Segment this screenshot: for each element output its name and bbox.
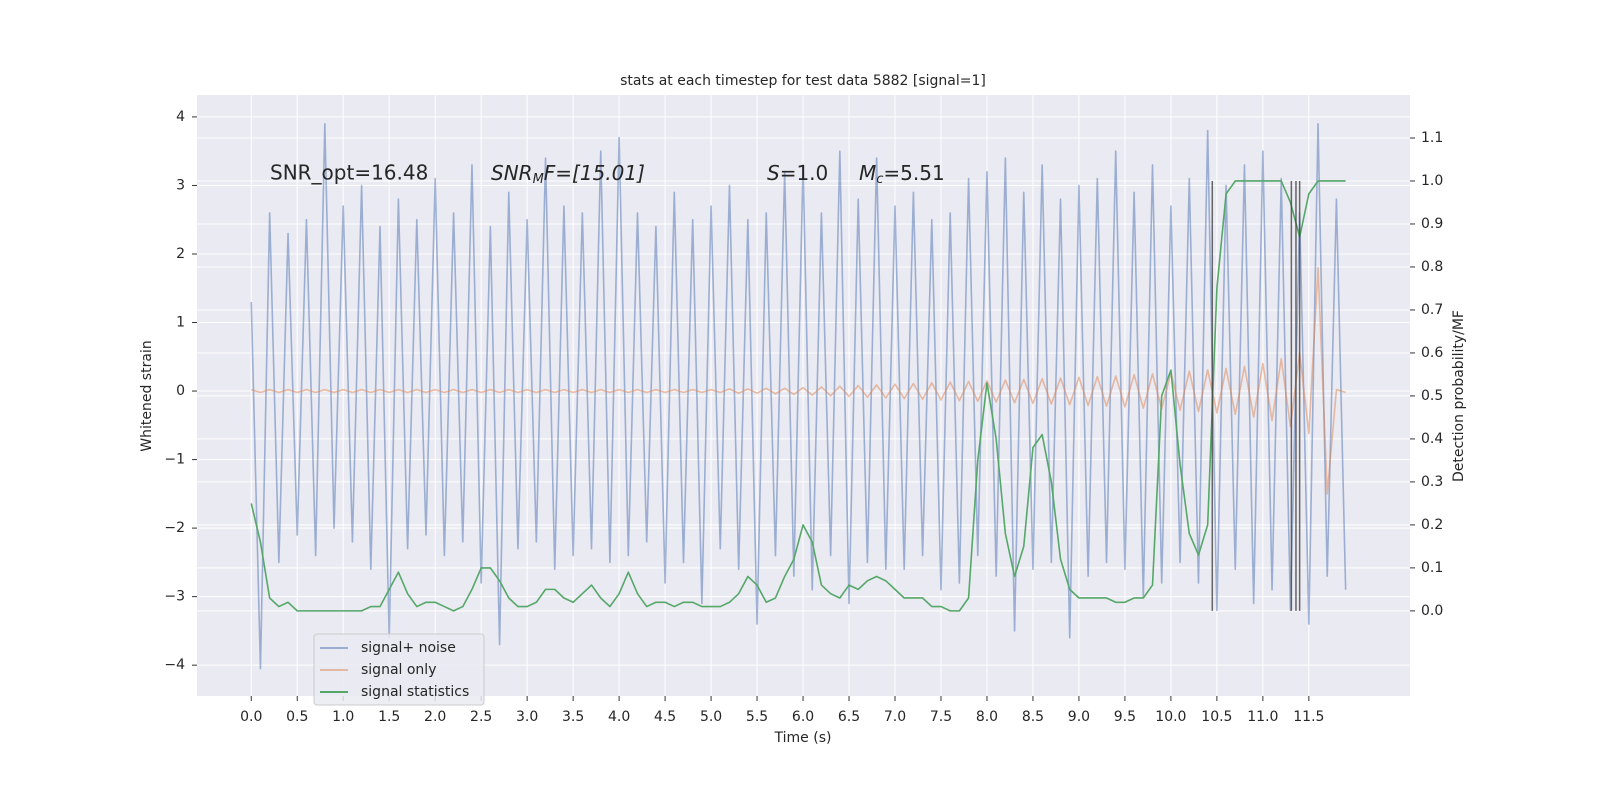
x-tick-label: 5.5 (746, 709, 768, 725)
y-axis-label: Whitened strain (139, 340, 155, 451)
y2-tick-label: 0.6 (1421, 345, 1443, 361)
y-tick-label: 0 (176, 383, 185, 399)
x-tick-label: 3.0 (516, 709, 538, 725)
y-tick-label: 3 (176, 177, 185, 193)
x-tick-label: 7.5 (930, 709, 952, 725)
annotation: Mc=5.51 (859, 161, 945, 187)
x-tick-label: 1.5 (378, 709, 400, 725)
legend: signal+ noise signal only signal statistic… (313, 633, 485, 706)
x-tick-label: 8.5 (1022, 709, 1044, 725)
annotation-part: S (767, 161, 780, 185)
annotation-part: F=[15.01] (544, 161, 645, 185)
y2-tick-label: 0.7 (1421, 302, 1443, 318)
legend-label: signal statistics (361, 684, 469, 700)
x-axis-label: Time (s) (774, 730, 832, 746)
y-tick-label: 4 (176, 109, 185, 125)
y2-tick-label: 0.2 (1421, 517, 1443, 533)
y2-axis-label: Detection probability/MF (1451, 310, 1467, 482)
y-tick-label: 2 (176, 246, 185, 262)
y-tick-label: −2 (164, 520, 185, 536)
y2-tick-label: 0.0 (1421, 603, 1443, 619)
x-tick-label: 6.5 (838, 709, 860, 725)
x-tick-label: 2.5 (470, 709, 492, 725)
y2-tick-label: 0.1 (1421, 560, 1443, 576)
axes: 0.0 0.5 1.0 1.5 2.0 2.5 3.0 3.5 4.0 4.5 5.0 5.5 6.0 6… (164, 109, 1443, 725)
x-tick-label: 4.5 (654, 709, 676, 725)
x-tick-label: 11.0 (1247, 709, 1278, 725)
annotation-part: c (876, 172, 883, 187)
y2-tick-label: 0.3 (1421, 474, 1443, 490)
annotation-part: SNR (491, 161, 533, 185)
y2-tick-label: 1.1 (1421, 130, 1443, 146)
annotation: SNRMF=[15.01] (491, 161, 645, 187)
x-tick-label: 0.0 (240, 709, 262, 725)
annotation: SNR_opt=16.48 (270, 161, 428, 185)
plot-marks (250, 122, 1347, 670)
y-tick-label: 1 (176, 315, 185, 331)
annotation: S=1.0 (767, 161, 828, 185)
annotation-part: =1.0 (780, 161, 829, 185)
y-tick-label: −4 (164, 657, 185, 673)
y-tick-label: −3 (164, 589, 185, 605)
x-tick-label: 10.5 (1201, 709, 1232, 725)
y2-tick-label: 1.0 (1421, 173, 1443, 189)
y-tick-label: −1 (164, 452, 185, 468)
annotation-part: M (859, 161, 876, 185)
x-tick-label: 10.0 (1155, 709, 1186, 725)
x-tick-label: 5.0 (700, 709, 722, 725)
y2-tick-label: 0.5 (1421, 388, 1443, 404)
series-line (250, 180, 1346, 612)
x-tick-label: 4.0 (608, 709, 630, 725)
legend-box (313, 633, 485, 706)
x-tick-label: 0.5 (286, 709, 308, 725)
x-tick-label: 8.0 (976, 709, 998, 725)
legend-label: signal only (361, 662, 436, 678)
annotation-part: M (533, 172, 544, 187)
x-tick-label: 6.0 (792, 709, 814, 725)
x-tick-label: 9.0 (1068, 709, 1090, 725)
series-line (250, 122, 1347, 670)
y2-tick-label: 0.4 (1421, 431, 1443, 447)
x-tick-label: 7.0 (884, 709, 906, 725)
y2-tick-label: 0.9 (1421, 216, 1443, 232)
x-tick-label: 9.5 (1114, 709, 1136, 725)
legend-label: signal+ noise (361, 640, 456, 656)
chart-title: stats at each timestep for test data 588… (620, 73, 986, 89)
x-tick-label: 3.5 (562, 709, 584, 725)
x-tick-label: 11.5 (1293, 709, 1324, 725)
annotation-part: =5.51 (883, 161, 944, 185)
y2-tick-label: 0.8 (1421, 259, 1443, 275)
x-tick-label: 2.0 (424, 709, 446, 725)
x-tick-label: 1.0 (332, 709, 354, 725)
series-line (251, 266, 1346, 495)
